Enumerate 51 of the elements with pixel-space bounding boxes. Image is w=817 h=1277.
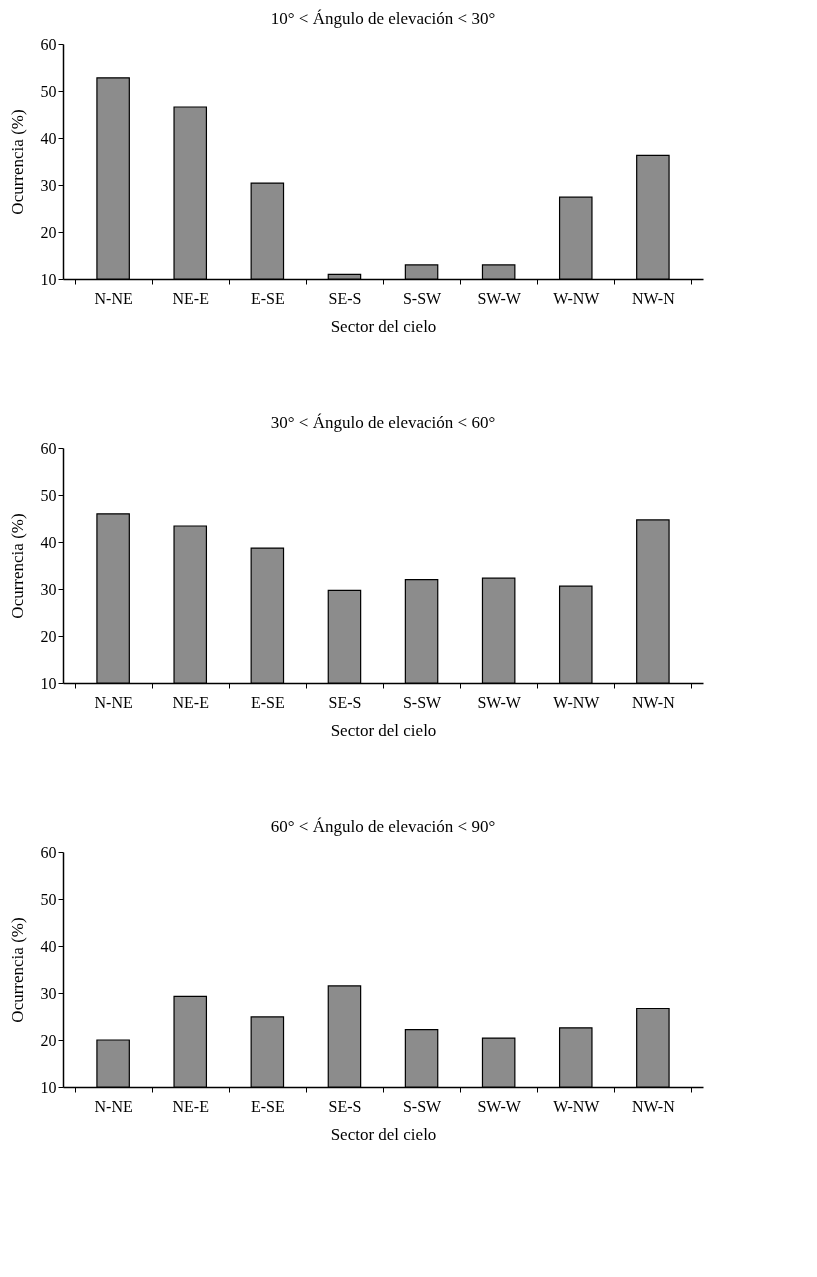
x-tick-label: W-NW bbox=[553, 693, 601, 711]
y-tick-label: 30 bbox=[40, 984, 57, 1002]
x-tick-label: E-SE bbox=[250, 693, 285, 711]
y-tick-label: 60 bbox=[40, 843, 57, 861]
x-tick-label: NW-N bbox=[632, 289, 676, 307]
x-axis-title: Sector del cielo bbox=[330, 1124, 437, 1144]
x-tick-label: N-NE bbox=[94, 1097, 133, 1115]
x-tick-label: SE-S bbox=[328, 1097, 362, 1115]
x-tick-label: SW-W bbox=[477, 693, 522, 711]
x-tick-label: E-SE bbox=[250, 289, 285, 307]
y-tick-label: 10 bbox=[40, 674, 57, 692]
x-tick-label: NE-E bbox=[172, 1097, 209, 1115]
y-tick-label: 30 bbox=[40, 580, 57, 598]
x-tick-label: S-SW bbox=[402, 289, 443, 307]
y-axis-title: Ocurrencia (%) bbox=[7, 513, 27, 619]
x-tick-label: N-NE bbox=[94, 693, 133, 711]
y-tick-label: 40 bbox=[40, 937, 57, 955]
y-tick-label: 50 bbox=[40, 82, 57, 100]
x-tick-label: NW-N bbox=[632, 1097, 676, 1115]
x-tick-label: SW-W bbox=[477, 289, 522, 307]
y-tick-label: 20 bbox=[40, 223, 57, 241]
chart-title: 60° < Ángulo de elevación < 90° bbox=[270, 817, 496, 836]
x-tick-label: E-SE bbox=[250, 1097, 285, 1115]
x-tick-label: W-NW bbox=[553, 1097, 601, 1115]
x-axis-title: Sector del cielo bbox=[330, 316, 437, 336]
chart-title: 10° < Ángulo de elevación < 30° bbox=[270, 9, 496, 28]
y-axis-title: Ocurrencia (%) bbox=[7, 109, 27, 215]
y-tick-label: 40 bbox=[40, 129, 57, 147]
y-tick-label: 10 bbox=[40, 1078, 57, 1096]
x-tick-label: SE-S bbox=[328, 289, 362, 307]
y-tick-label: 50 bbox=[40, 890, 57, 908]
y-tick-label: 60 bbox=[40, 439, 57, 457]
x-tick-label: SW-W bbox=[477, 1097, 522, 1115]
y-tick-label: 30 bbox=[40, 176, 57, 194]
x-tick-label: S-SW bbox=[402, 1097, 443, 1115]
y-tick-label: 10 bbox=[40, 270, 57, 288]
x-tick-label: S-SW bbox=[402, 693, 443, 711]
x-tick-label: NE-E bbox=[172, 693, 209, 711]
y-tick-label: 20 bbox=[40, 627, 57, 645]
y-tick-label: 20 bbox=[40, 1031, 57, 1049]
y-axis-title: Ocurrencia (%) bbox=[7, 917, 27, 1023]
y-tick-label: 50 bbox=[40, 486, 57, 504]
x-tick-label: W-NW bbox=[553, 289, 601, 307]
x-tick-label: NW-N bbox=[632, 693, 676, 711]
x-axis-title: Sector del cielo bbox=[330, 720, 437, 740]
chart-title: 30° < Ángulo de elevación < 60° bbox=[270, 413, 496, 432]
x-tick-label: SE-S bbox=[328, 693, 362, 711]
x-tick-label: N-NE bbox=[94, 289, 133, 307]
y-tick-label: 40 bbox=[40, 533, 57, 551]
x-tick-label: NE-E bbox=[172, 289, 209, 307]
y-tick-label: 60 bbox=[40, 35, 57, 53]
